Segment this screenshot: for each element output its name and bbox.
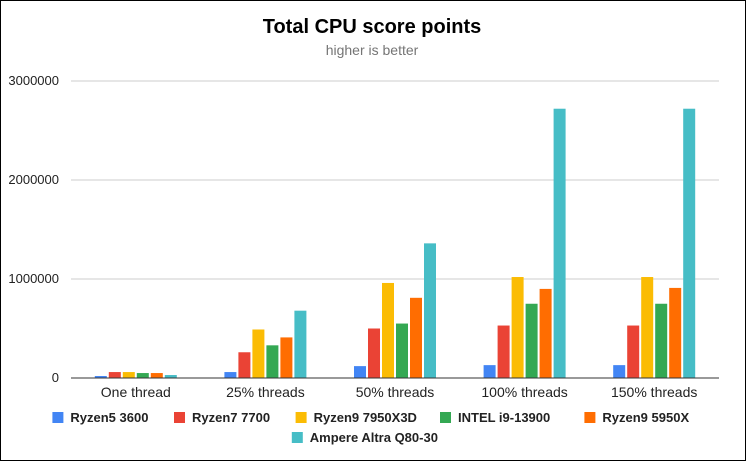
- bar: [669, 287, 682, 378]
- y-tick-label: 3000000: [8, 73, 59, 88]
- bars: [94, 108, 696, 378]
- legend: Ryzen5 3600 Ryzen7 7700 Ryzen9 7950X3D INTE…: [52, 410, 689, 445]
- legend-item: Ryzen9 7950X3D: [295, 410, 417, 425]
- bar: [280, 337, 293, 378]
- bar: [613, 365, 626, 378]
- bar: [483, 365, 496, 378]
- bar: [136, 373, 149, 378]
- bar: [410, 297, 422, 378]
- legend-item: INTEL i9-13900: [440, 410, 550, 425]
- bar: [238, 352, 251, 378]
- x-category-label: 100% threads: [481, 384, 567, 400]
- bar: [627, 325, 640, 378]
- x-category-label: 150% threads: [611, 384, 697, 400]
- x-category-label: 25% threads: [226, 384, 305, 400]
- bar: [150, 373, 163, 378]
- legend-swatch: [440, 412, 451, 423]
- bar: [294, 310, 307, 378]
- y-tick-label: 1000000: [8, 271, 59, 286]
- bar: [122, 372, 135, 378]
- legend-item: Ampere Altra Q80-30: [291, 430, 438, 445]
- bar: [641, 277, 654, 378]
- y-axis-ticks: 0 1000000 2000000 3000000: [8, 73, 59, 385]
- legend-label: Ampere Altra Q80-30: [310, 430, 438, 445]
- x-category-label: One thread: [101, 384, 171, 400]
- chart-title: Total CPU score points: [263, 16, 482, 38]
- bar: [164, 375, 177, 378]
- legend-swatch: [584, 412, 596, 423]
- legend-swatch: [52, 412, 64, 423]
- legend-item: Ryzen5 3600: [52, 410, 148, 425]
- bar: [266, 345, 279, 378]
- legend-label: INTEL i9-13900: [458, 410, 550, 425]
- legend-swatch: [174, 412, 185, 423]
- bar: [683, 108, 696, 378]
- bar: [108, 372, 121, 378]
- bar: [553, 108, 566, 378]
- legend-item: Ryzen7 7700: [174, 410, 270, 425]
- bar: [224, 372, 237, 378]
- legend-label: Ryzen5 3600: [70, 410, 148, 425]
- bar: [94, 376, 107, 378]
- legend-swatch: [295, 412, 307, 423]
- chart-subtitle: higher is better: [326, 42, 419, 58]
- bar: [354, 366, 366, 378]
- legend-label: Ryzen7 7700: [192, 410, 270, 425]
- bar: [525, 303, 538, 378]
- x-category-label: 50% threads: [356, 384, 435, 400]
- legend-swatch: [291, 432, 303, 443]
- y-tick-label: 0: [52, 370, 59, 385]
- legend-label: Ryzen9 7950X3D: [314, 410, 417, 425]
- legend-label: Ryzen9 5950X: [602, 410, 689, 425]
- bar: [382, 282, 394, 378]
- gridlines: [71, 80, 719, 280]
- bar: [396, 323, 408, 378]
- legend-item: Ryzen9 5950X: [584, 410, 689, 425]
- bar: [655, 303, 668, 378]
- bar: [511, 277, 524, 378]
- bar: [424, 243, 436, 378]
- bar: [539, 288, 552, 378]
- y-tick-label: 2000000: [8, 172, 59, 187]
- x-axis-categories: One thread 25% threads 50% threads 100% thr…: [101, 384, 698, 400]
- bar: [252, 329, 265, 378]
- bar: [497, 325, 510, 378]
- bar: [368, 328, 380, 378]
